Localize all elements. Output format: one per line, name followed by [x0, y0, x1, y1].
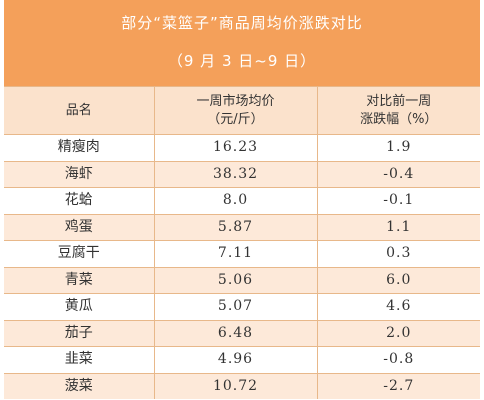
- cell-price-change: 2.0: [317, 319, 480, 347]
- cell-average-price: 6.48: [154, 319, 318, 347]
- table-row: 菠菜 10.72 -2.7: [4, 372, 480, 399]
- column-header-price: 一周市场均价 （元/斤）: [154, 86, 318, 135]
- cell-price-change: 1.9: [317, 134, 480, 161]
- cell-product-name: 花蛤: [4, 187, 155, 214]
- cell-product-name: 黄瓜: [4, 293, 155, 320]
- cell-price-change: -0.8: [317, 346, 480, 373]
- cell-product-name: 海虾: [4, 160, 155, 188]
- column-header-name: 品名: [4, 86, 155, 135]
- column-header-change-line2: 涨跌幅（%）: [360, 111, 438, 127]
- cell-price-change: 1.1: [317, 213, 480, 241]
- table-title: 部分“菜篮子”商品周均价涨跌对比: [121, 14, 363, 32]
- cell-price-change: -0.4: [317, 160, 480, 188]
- table-row: 茄子 6.48 2.0: [4, 319, 480, 347]
- cell-average-price: 4.96: [154, 346, 318, 373]
- cell-product-name: 茄子: [4, 319, 155, 347]
- cell-average-price: 5.06: [154, 266, 318, 294]
- table-row: 豆腐干 7.11 0.3: [4, 240, 480, 267]
- table-subtitle: （9 月 3 日~9 日）: [167, 52, 317, 70]
- table-row: 花蛤 8.0 -0.1: [4, 187, 480, 214]
- cell-product-name: 韭菜: [4, 346, 155, 373]
- table-row: 鸡蛋 5.87 1.1: [4, 213, 480, 241]
- table-row: 青菜 5.06 6.0: [4, 266, 480, 294]
- cell-average-price: 5.07: [154, 293, 318, 320]
- cell-price-change: 0.3: [317, 240, 480, 267]
- cell-average-price: 5.87: [154, 213, 318, 241]
- cell-average-price: 8.0: [154, 187, 318, 214]
- cell-product-name: 菠菜: [4, 372, 155, 399]
- cell-product-name: 精瘦肉: [4, 134, 155, 161]
- cell-product-name: 青菜: [4, 266, 155, 294]
- cell-average-price: 16.23: [154, 134, 318, 161]
- table-row: 海虾 38.32 -0.4: [4, 160, 480, 188]
- column-header-row: 品名 一周市场均价 （元/斤） 对比前一周 涨跌幅（%）: [4, 86, 480, 135]
- cell-price-change: 6.0: [317, 266, 480, 294]
- table-row: 精瘦肉 16.23 1.9: [4, 134, 480, 161]
- cell-price-change: -0.1: [317, 187, 480, 214]
- column-header-price-line2: （元/斤）: [207, 111, 264, 127]
- cell-average-price: 38.32: [154, 160, 318, 188]
- cell-average-price: 7.11: [154, 240, 318, 267]
- table-row: 黄瓜 5.07 4.6: [4, 293, 480, 320]
- cell-price-change: 4.6: [317, 293, 480, 320]
- cell-price-change: -2.7: [317, 372, 480, 399]
- column-header-price-line1: 一周市场均价: [196, 93, 275, 109]
- table-row: 韭菜 4.96 -0.8: [4, 346, 480, 373]
- cell-product-name: 豆腐干: [4, 240, 155, 267]
- column-header-name-line1: 品名: [65, 102, 92, 118]
- table-body: 精瘦肉 16.23 1.9 海虾 38.32 -0.4 花蛤 8.0 -0.1 鸡蛋 5.87 1.1…: [4, 134, 480, 399]
- column-header-change: 对比前一周 涨跌幅（%）: [317, 86, 480, 135]
- price-table: 品名 一周市场均价 （元/斤） 对比前一周 涨跌幅（%） 精瘦肉 16.23 1.9…: [4, 86, 480, 399]
- cell-product-name: 鸡蛋: [4, 213, 155, 241]
- column-header-change-line1: 对比前一周: [366, 93, 432, 109]
- cell-average-price: 10.72: [154, 372, 318, 399]
- table-header-banner: 部分“菜篮子”商品周均价涨跌对比 （9 月 3 日~9 日）: [4, 0, 480, 86]
